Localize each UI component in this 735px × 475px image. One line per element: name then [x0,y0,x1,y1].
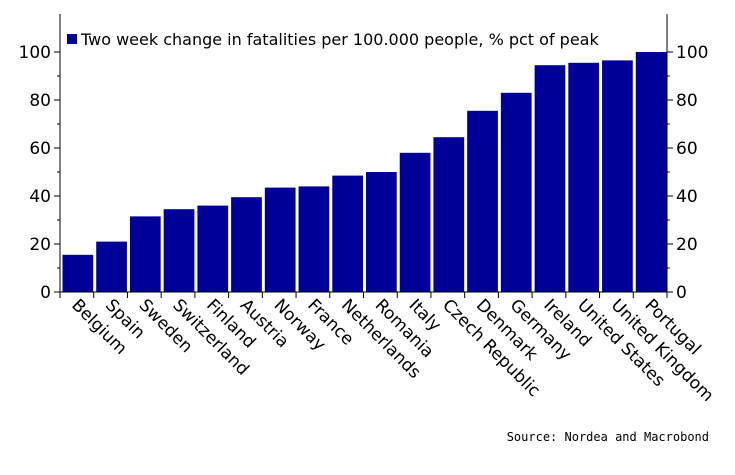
bar-italy [399,152,431,292]
y-tick-label-right: 60 [676,139,698,159]
y-tick-label-left: 20 [29,235,51,255]
legend: Two week change in fatalities per 100.00… [67,30,599,49]
y-tick-label-left: 40 [29,187,51,207]
bar-switzerland [163,209,195,292]
y-tick-label-right: 20 [676,235,698,255]
y-tick-label-left: 60 [29,139,51,159]
bar-united-states [568,62,600,292]
bar-spain [96,241,127,292]
bar-sweden [129,216,161,292]
source-note: Source: Nordea and Macrobond [506,430,709,444]
bar-germany [500,92,532,292]
bar-united-kingdom [602,60,633,293]
y-tick-label-right: 80 [676,91,698,111]
bar-belgium [62,254,94,292]
bars-group [62,52,667,293]
bar-ireland [534,65,566,292]
bar-austria [231,197,262,292]
y-tick-label-right: 100 [676,43,708,63]
y-tick-label-left: 100 [19,43,51,63]
bar-denmark [467,110,498,292]
legend-label: Two week change in fatalities per 100.00… [80,30,599,49]
bar-romania [366,172,397,292]
y-tick-label-left: 80 [29,91,51,111]
y-tick-label-left: 0 [40,283,51,303]
bar-france [298,186,330,292]
bar-finland [197,205,229,292]
y-tick-label-right: 0 [676,283,687,303]
bar-norway [264,187,296,292]
bar-portugal [635,52,667,292]
y-tick-label-right: 40 [676,187,698,207]
bar-netherlands [332,175,363,292]
legend-swatch [67,34,77,44]
bar-czech-republic [433,137,465,292]
